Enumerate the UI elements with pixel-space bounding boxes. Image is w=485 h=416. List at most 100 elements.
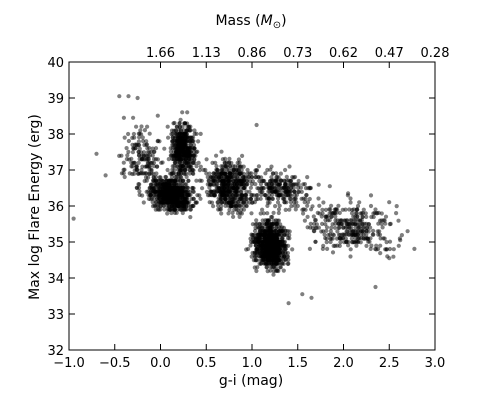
data-point: [165, 124, 170, 129]
data-point: [227, 174, 233, 180]
data-point: [193, 200, 198, 205]
data-point: [221, 189, 226, 194]
data-point: [266, 189, 271, 194]
data-point: [383, 214, 389, 219]
data-point: [394, 211, 399, 216]
data-point: [344, 221, 349, 227]
data-point: [194, 150, 199, 155]
data-point: [267, 258, 272, 263]
data-point: [313, 239, 318, 244]
data-point: [364, 221, 369, 226]
data-point: [307, 196, 312, 202]
data-point: [146, 153, 151, 158]
data-point: [220, 157, 225, 162]
data-point: [378, 251, 383, 256]
data-point: [275, 200, 281, 205]
data-point: [340, 207, 345, 212]
data-point: [162, 207, 167, 212]
data-point: [258, 236, 263, 241]
data-point: [169, 128, 175, 133]
data-point: [126, 149, 131, 154]
data-point: [267, 225, 272, 230]
data-point: [194, 164, 199, 169]
data-point: [188, 164, 193, 169]
data-point: [282, 182, 287, 187]
data-point: [278, 240, 283, 245]
data-point: [333, 214, 338, 219]
data-point: [244, 204, 249, 209]
data-point: [270, 196, 275, 201]
data-point: [225, 168, 230, 173]
y-tick-label: 38: [47, 128, 64, 143]
data-point: [368, 193, 374, 198]
data-point: [138, 128, 143, 133]
data-point: [136, 131, 141, 136]
data-point: [301, 211, 306, 216]
data-point: [272, 261, 277, 266]
data-point: [378, 243, 383, 248]
data-point: [387, 200, 392, 205]
data-point: [283, 193, 288, 198]
data-point: [331, 243, 336, 248]
data-point: [196, 139, 201, 144]
data-point: [254, 122, 259, 128]
data-point: [152, 193, 157, 198]
data-point: [179, 139, 184, 144]
data-point: [94, 151, 99, 156]
data-point: [285, 254, 290, 259]
data-point: [277, 261, 282, 266]
data-point: [294, 192, 299, 197]
data-point: [190, 171, 195, 176]
data-point: [283, 207, 288, 212]
data-point: [286, 261, 291, 266]
data-point: [259, 186, 264, 191]
data-point: [157, 185, 162, 191]
data-point: [170, 131, 175, 136]
data-point: [336, 203, 341, 208]
data-point: [368, 246, 373, 251]
data-point: [161, 186, 166, 191]
data-point: [292, 189, 297, 194]
data-point: [299, 189, 304, 194]
data-point: [305, 225, 310, 230]
data-point: [275, 250, 281, 255]
data-point: [204, 171, 209, 176]
data-point: [284, 200, 289, 205]
data-point: [220, 182, 226, 187]
data-point: [296, 182, 301, 187]
data-point: [375, 229, 380, 234]
data-point: [263, 171, 268, 176]
data-point: [323, 222, 328, 227]
data-point: [305, 203, 310, 208]
data-point: [245, 182, 250, 187]
data-point: [258, 196, 263, 201]
data-point: [235, 211, 241, 216]
data-point: [131, 115, 136, 120]
data-point: [322, 232, 327, 237]
data-point: [253, 222, 258, 227]
data-point: [285, 232, 290, 237]
data-point: [217, 189, 222, 194]
data-point: [276, 182, 281, 187]
data-point: [277, 246, 282, 252]
data-point: [174, 210, 179, 215]
data-point: [181, 178, 186, 183]
data-point: [229, 182, 235, 187]
data-point: [170, 167, 175, 172]
data-point: [254, 218, 259, 223]
data-point: [234, 185, 239, 190]
data-point: [239, 171, 244, 176]
data-point: [361, 225, 366, 230]
data-point: [153, 189, 158, 194]
data-point: [278, 186, 283, 191]
data-point: [166, 182, 171, 187]
data-point: [373, 284, 378, 290]
data-point: [155, 139, 160, 144]
x-tick-label: 0.5: [196, 356, 217, 371]
data-point: [213, 175, 218, 180]
data-point: [279, 192, 284, 198]
x-tick-label: 0.0: [150, 356, 171, 371]
data-point: [213, 178, 218, 184]
data-point: [329, 225, 334, 230]
data-point: [258, 211, 263, 216]
